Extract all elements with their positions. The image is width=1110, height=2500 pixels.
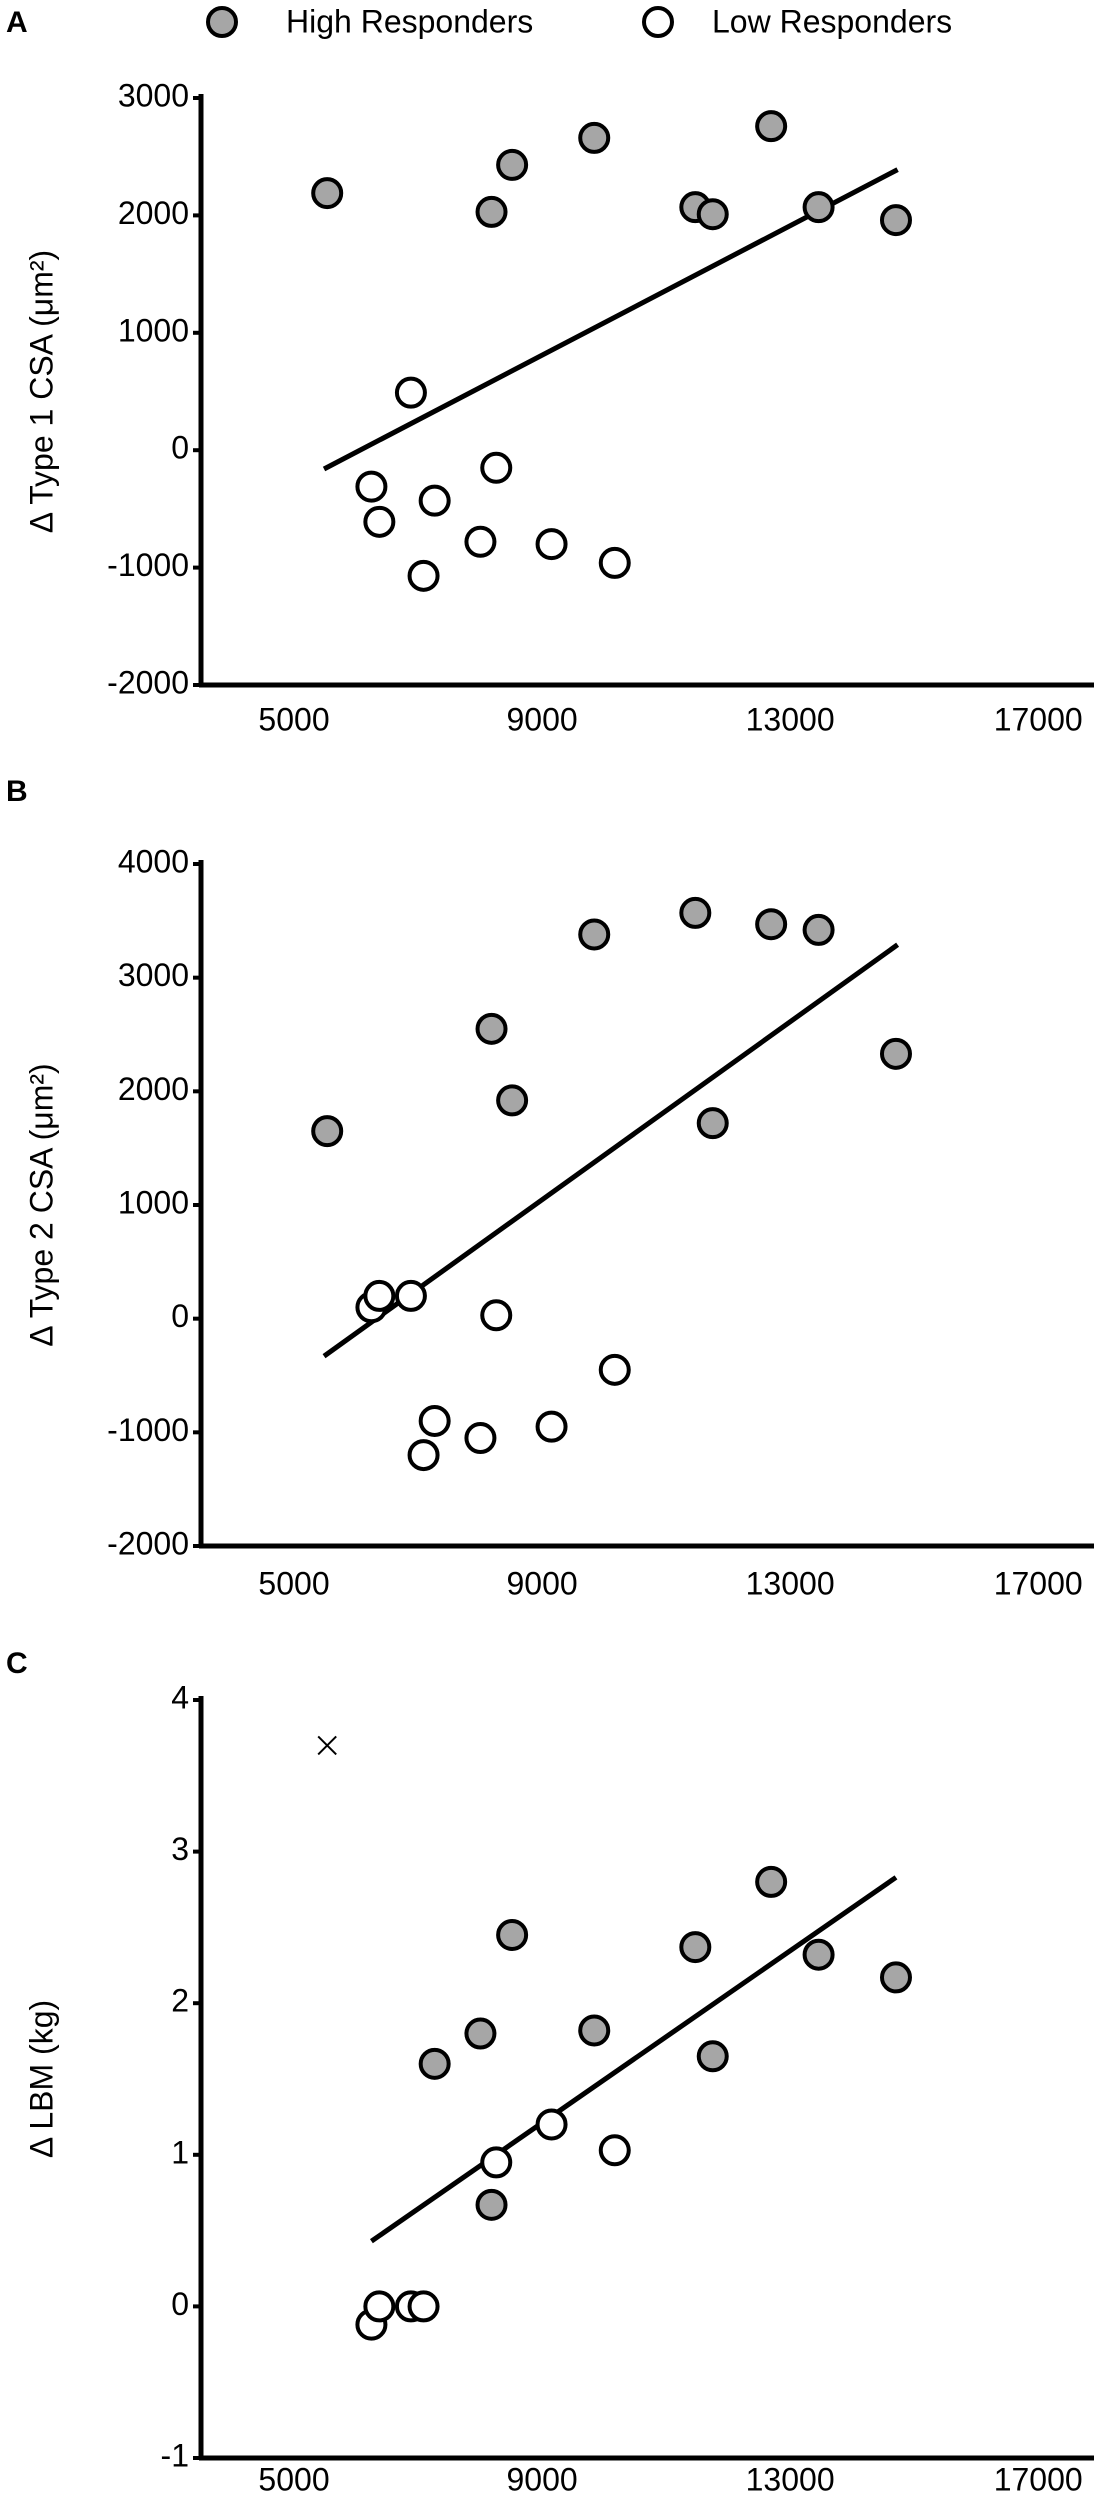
data-point: [802, 913, 835, 946]
data-point: [363, 2290, 396, 2323]
data-point: [879, 1037, 912, 1070]
y-tick-label: 0: [171, 1298, 189, 1334]
y-tick-label: 3000: [118, 77, 189, 113]
x-tick-label: 17000: [994, 1565, 1083, 1601]
data-point: [475, 2188, 508, 2221]
data-point: [475, 195, 508, 228]
data-point: [802, 1938, 835, 1971]
data-point: [696, 1107, 729, 1140]
data-point: [696, 2040, 729, 2073]
data-point: [464, 525, 497, 558]
data-point: [578, 121, 611, 154]
data-point: [418, 2047, 451, 2080]
trend-line: [322, 167, 899, 472]
data-point: [755, 1865, 788, 1898]
panel-label: A: [6, 6, 28, 39]
data-point: [418, 484, 451, 517]
x-tick-label: 5000: [258, 2461, 329, 2497]
data-point: [407, 559, 440, 592]
data-point: [755, 908, 788, 941]
y-tick-label: 2000: [118, 1071, 189, 1107]
x-tick-label: 13000: [746, 2461, 835, 2497]
data-point: [696, 198, 729, 231]
x-tick-label: 9000: [506, 1565, 577, 1601]
data-point: [679, 1931, 712, 1964]
data-point: [598, 546, 631, 579]
data-point: [418, 1404, 451, 1437]
y-tick-label: 3000: [118, 957, 189, 993]
y-tick-label: 1000: [118, 1184, 189, 1220]
data-point: [311, 177, 344, 210]
legend-marker: [642, 6, 674, 38]
y-tick-label: -1: [161, 2437, 189, 2473]
panel-label: B: [6, 775, 28, 808]
y-tick-label: 2000: [118, 195, 189, 231]
data-point: [363, 1279, 396, 1312]
y-tick-label: -2000: [107, 664, 189, 700]
data-point: [879, 204, 912, 237]
x-tick-label: 13000: [746, 1565, 835, 1601]
data-point: [464, 2017, 497, 2050]
x-tick-label: 17000: [994, 2461, 1083, 2497]
trend-line: [369, 1875, 898, 2244]
y-axis-label: Δ Type 1 CSA (μm²): [23, 250, 59, 533]
panel-label: C: [6, 1647, 28, 1680]
x-tick-label: 9000: [506, 2461, 577, 2497]
data-point: [480, 2146, 513, 2179]
y-tick-label: 1: [171, 2134, 189, 2170]
legend-label: Low Responders: [712, 3, 952, 39]
y-tick-label: 0: [171, 2286, 189, 2322]
data-point: [407, 1439, 440, 1472]
y-tick-label: 3: [171, 1831, 189, 1867]
data-point: [496, 1084, 529, 1117]
data-point: [394, 376, 427, 409]
data-point: [464, 1422, 497, 1455]
x-tick-label: 5000: [258, 701, 329, 737]
data-point: [535, 1410, 568, 1443]
x-tick-label: 5000: [258, 1565, 329, 1601]
data-point: [879, 1961, 912, 1994]
cross-marker: [317, 1735, 337, 1756]
legend-marker: [206, 6, 238, 38]
data-point: [578, 918, 611, 951]
data-point: [535, 2108, 568, 2141]
y-tick-label: 0: [171, 430, 189, 466]
data-point: [755, 110, 788, 143]
data-point: [407, 2290, 440, 2323]
y-tick-label: -1000: [107, 1412, 189, 1448]
legend-label: High Responders: [286, 3, 533, 39]
data-point: [311, 1115, 344, 1148]
data-point: [480, 451, 513, 484]
data-point: [496, 148, 529, 181]
x-tick-label: 9000: [506, 701, 577, 737]
y-tick-label: -1000: [107, 547, 189, 583]
x-tick-label: 17000: [994, 701, 1083, 737]
data-point: [355, 470, 388, 503]
y-axis-label: Δ Type 2 CSA (μm²): [23, 1063, 59, 1346]
data-point: [578, 2014, 611, 2047]
data-point: [480, 1299, 513, 1332]
y-tick-label: 1000: [118, 312, 189, 348]
data-point: [598, 1353, 631, 1386]
data-point: [394, 1279, 427, 1312]
data-point: [598, 2134, 631, 2167]
data-point: [535, 528, 568, 561]
x-tick-label: 13000: [746, 701, 835, 737]
data-point: [475, 1012, 508, 1045]
data-point: [679, 896, 712, 929]
data-point: [496, 1918, 529, 1951]
data-point: [802, 191, 835, 224]
y-tick-label: 4000: [118, 843, 189, 879]
y-tick-label: 2: [171, 1983, 189, 2019]
y-tick-label: -2000: [107, 1525, 189, 1561]
y-axis-label: Δ LBM (kg): [23, 2000, 59, 2158]
data-point: [363, 505, 396, 538]
y-tick-label: 4: [171, 1679, 189, 1715]
